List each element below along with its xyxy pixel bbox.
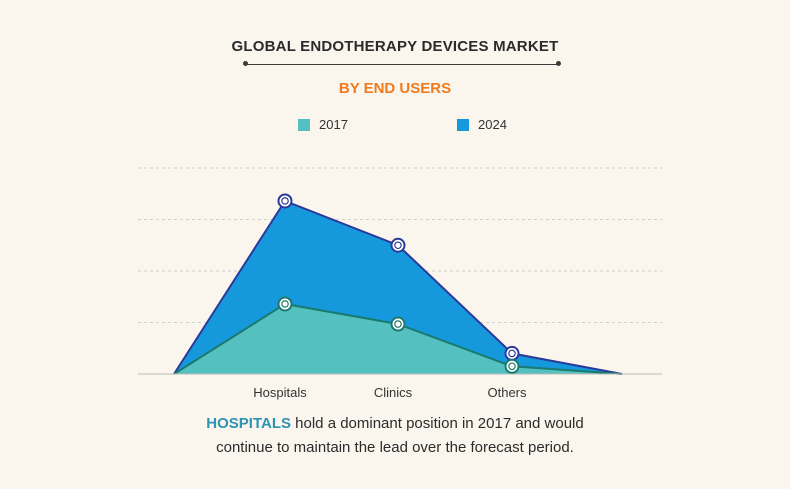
point-2017-clinics-inner (394, 320, 402, 328)
x-tick-label-clinics: Clinics (374, 385, 413, 400)
point-2024-clinics-inner (394, 241, 402, 250)
legend-swatch-2024 (457, 118, 469, 131)
title-divider (243, 61, 561, 66)
caption: HOSPITALS hold a dominant position in 20… (0, 412, 790, 460)
chart-legend: 2017 2024 (0, 117, 790, 133)
legend-item-2017: 2017 (298, 117, 348, 132)
x-tick-label-others: Others (487, 385, 527, 400)
divider-dot-left (243, 61, 248, 66)
point-2024-others-inner (508, 349, 516, 358)
chart-subtitle: BY END USERS (338, 80, 452, 97)
chart-title: GLOBAL ENDOTHERAPY DEVICES MARKET (231, 38, 559, 55)
legend-label-2017: 2017 (319, 117, 348, 132)
caption-line-2: continue to maintain the lead over the f… (216, 439, 574, 456)
legend-swatch-2017 (298, 118, 310, 131)
point-2017-hospitals-inner (281, 300, 289, 308)
caption-highlight: HOSPITALS (206, 415, 291, 432)
point-2024-hospitals-inner (281, 197, 289, 205)
caption-line-1: hold a dominant position in 2017 and wou… (291, 415, 584, 432)
area-series-2017 (174, 303, 622, 374)
legend-label-2024: 2024 (478, 117, 507, 132)
divider-dot-right (556, 61, 561, 66)
point-2017-others-inner (508, 362, 516, 371)
x-tick-label-hospitals: Hospitals (253, 385, 307, 400)
legend-item-2024: 2024 (457, 117, 507, 132)
